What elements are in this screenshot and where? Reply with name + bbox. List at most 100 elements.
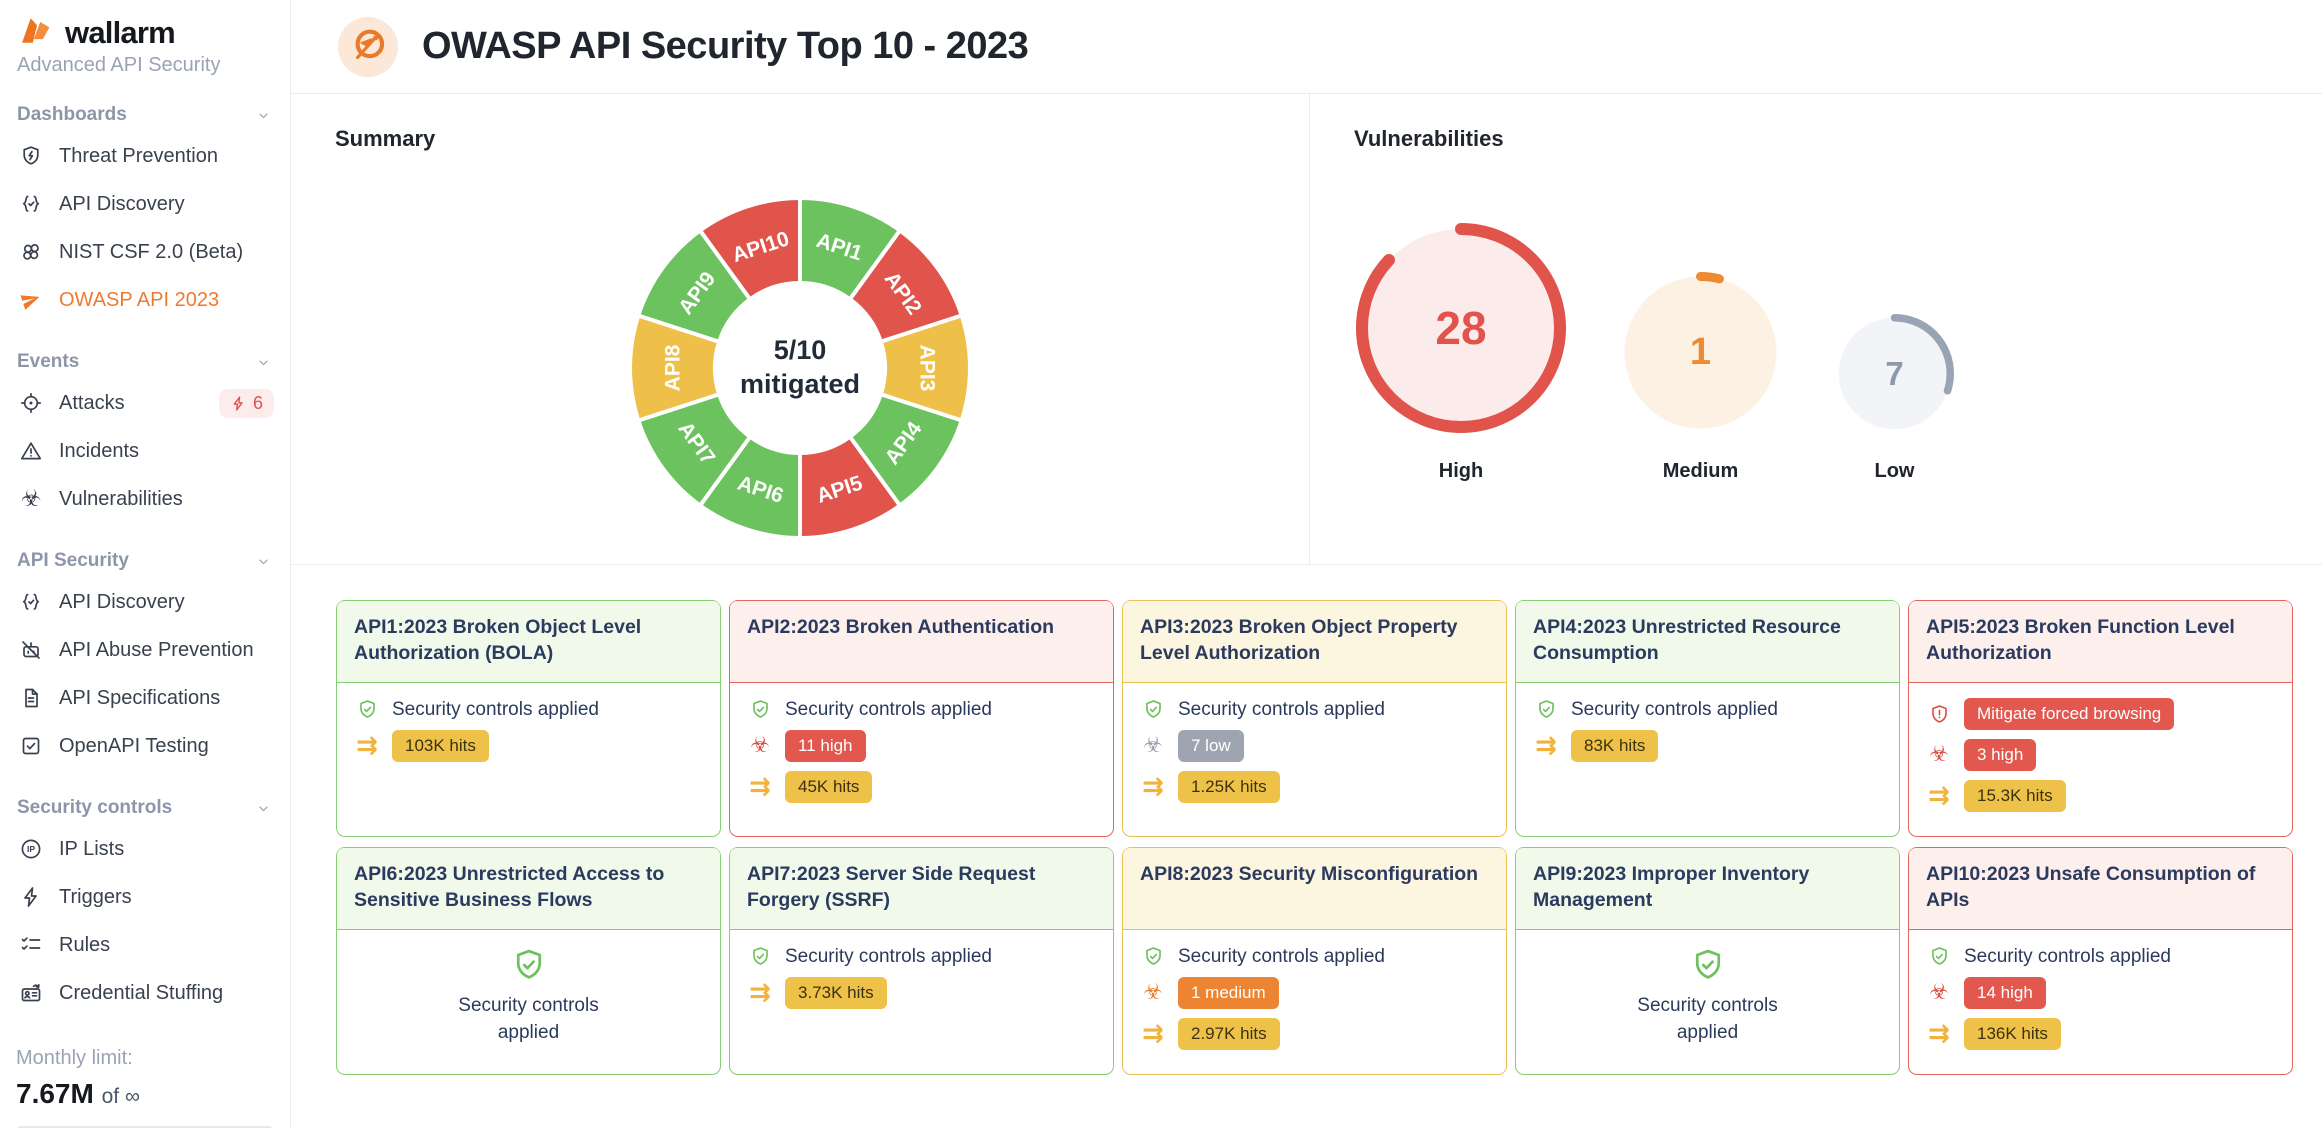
sidebar-item-attacks[interactable]: Attacks 6 — [16, 379, 276, 427]
red-badge[interactable]: Mitigate forced browsing — [1964, 698, 2175, 730]
yellow-badge[interactable]: 136K hits — [1964, 1018, 2061, 1050]
card-api5[interactable]: API5:2023 Broken Function Level Authoriz… — [1908, 600, 2293, 837]
yellow-badge[interactable]: 2.97K hits — [1178, 1018, 1280, 1050]
sidebar-item-label: Vulnerabilities — [59, 487, 183, 510]
card-api6[interactable]: API6:2023 Unrestricted Access to Sensiti… — [336, 847, 721, 1075]
donut-segment-api10[interactable] — [698, 196, 802, 302]
metric-row: ☣ 11 high — [747, 730, 1096, 762]
sidebar-item-vulnerabilities[interactable]: ☣ Vulnerabilities — [16, 475, 276, 523]
brand-logo[interactable]: wallarm — [16, 14, 276, 51]
card-body: Security controls applied ☣ 7 low ⇉ 1.25… — [1123, 683, 1506, 836]
section-label: Dashboards — [17, 104, 127, 125]
sidebar-item-api-specifications[interactable]: API Specifications — [16, 674, 276, 722]
card-title: API1:2023 Broken Object Level Authorizat… — [354, 616, 642, 665]
brand-subtitle: Advanced API Security — [17, 54, 221, 76]
metric-row: ⇉ 136K hits — [1926, 1018, 2275, 1050]
card-title: API10:2023 Unsafe Consumption of APIs — [1926, 863, 2256, 912]
card-body: Security controls applied ☣ 11 high ⇉ 45… — [730, 683, 1113, 836]
summary-title: Summary — [335, 126, 436, 151]
sidebar-item-credential-stuffing[interactable]: Credential Stuffing — [16, 969, 276, 1017]
status-text: Security controls applied — [392, 698, 599, 720]
yellow-badge[interactable]: 103K hits — [392, 730, 489, 762]
sidebar-item-api-abuse-prevention[interactable]: API Abuse Prevention — [16, 626, 276, 674]
sidebar: wallarm Advanced API Security Dashboards… — [0, 0, 291, 1128]
sidebar-item-triggers[interactable]: Triggers — [16, 873, 276, 921]
card-header: API7:2023 Server Side Request Forgery (S… — [730, 848, 1113, 930]
section-header-api-security[interactable]: API Security — [17, 550, 272, 572]
card-api4[interactable]: API4:2023 Unrestricted Resource Consumpt… — [1515, 600, 1900, 837]
gauge-high: 28 High — [1355, 222, 1567, 483]
sidebar-item-ip-lists[interactable]: IP IP Lists — [16, 825, 276, 873]
braces-check-icon — [18, 590, 44, 614]
donut-segment-label: API3 — [916, 345, 939, 392]
biohazard-icon: ☣ — [1929, 742, 1949, 767]
metric-row: ⇉ 2.97K hits — [1140, 1018, 1489, 1050]
shield-check-icon — [510, 946, 548, 984]
sidebar-item-nist-csf-2-0-beta[interactable]: NIST CSF 2.0 (Beta) — [16, 228, 276, 276]
card-title: API9:2023 Improper Inventory Management — [1533, 863, 1810, 912]
donut-segment-label: API8 — [662, 344, 685, 391]
section-label: Security controls — [17, 797, 173, 818]
card-api3[interactable]: API3:2023 Broken Object Property Level A… — [1122, 600, 1507, 837]
gauge-label-medium: Medium — [1662, 460, 1739, 482]
arrows-icon: ⇉ — [1928, 1019, 1950, 1049]
owasp-cards-grid: API1:2023 Broken Object Level Authorizat… — [336, 600, 2293, 1075]
sidebar-item-owasp-api-2023[interactable]: OWASP API 2023 — [16, 276, 276, 324]
card-api9[interactable]: API9:2023 Improper Inventory Management … — [1515, 847, 1900, 1075]
yellow-badge[interactable]: 1.25K hits — [1178, 771, 1280, 803]
arrows-icon: ⇉ — [1142, 1019, 1164, 1049]
status-text: Security controls applied — [785, 698, 992, 720]
section-header-security-controls[interactable]: Security controls — [17, 797, 272, 819]
status-text: Security controls applied — [1571, 698, 1778, 720]
red-badge[interactable]: 14 high — [1964, 977, 2046, 1009]
orange-badge[interactable]: 1 medium — [1178, 977, 1279, 1009]
chevron-down-icon — [255, 107, 272, 124]
status-text: Security controls applied — [785, 945, 992, 967]
svg-text:IP: IP — [27, 844, 35, 854]
biohazard-icon: ☣ — [20, 485, 42, 512]
red-badge[interactable]: 3 high — [1964, 739, 2037, 771]
metric-row: ☣ 1 medium — [1140, 977, 1489, 1009]
card-api8[interactable]: API8:2023 Security Misconfiguration Secu… — [1122, 847, 1507, 1075]
status-text: Security controls applied — [1964, 945, 2171, 967]
card-body: Security controls applied ⇉ 3.73K hits — [730, 930, 1113, 1074]
monthly-limit-value: 7.67M of ∞ — [16, 1078, 276, 1110]
sidebar-item-openapi-testing[interactable]: OpenAPI Testing — [16, 722, 276, 770]
card-title: API7:2023 Server Side Request Forgery (S… — [747, 863, 1036, 912]
section-header-dashboards[interactable]: Dashboards — [17, 104, 272, 126]
status-row: Security controls applied — [1926, 945, 2275, 968]
sidebar-item-rules[interactable]: Rules — [16, 921, 276, 969]
card-api1[interactable]: API1:2023 Broken Object Level Authorizat… — [336, 600, 721, 837]
gauge-medium: 1 Medium — [1619, 271, 1782, 483]
sidebar-item-label: Credential Stuffing — [59, 981, 224, 1004]
sidebar-item-api-discovery[interactable]: API Discovery — [16, 578, 276, 626]
card-api7[interactable]: API7:2023 Server Side Request Forgery (S… — [729, 847, 1114, 1075]
shield-check-icon — [354, 698, 380, 721]
yellow-badge[interactable]: 3.73K hits — [785, 977, 887, 1009]
yellow-badge[interactable]: 45K hits — [785, 771, 873, 803]
card-api10[interactable]: API10:2023 Unsafe Consumption of APIs Se… — [1908, 847, 2293, 1075]
metric-row: ☣ 3 high — [1926, 739, 2275, 771]
card-api2[interactable]: API2:2023 Broken Authentication Security… — [729, 600, 1114, 837]
sidebar-item-api-discovery[interactable]: API Discovery — [16, 180, 276, 228]
red-badge[interactable]: 11 high — [785, 730, 866, 762]
sidebar-item-label: OWASP API 2023 — [59, 288, 220, 311]
sidebar-item-label: Triggers — [59, 885, 132, 908]
sidebar-item-incidents[interactable]: Incidents — [16, 427, 276, 475]
gray-badge[interactable]: 7 low — [1178, 730, 1244, 762]
section-label: Events — [17, 351, 80, 372]
yellow-badge[interactable]: 83K hits — [1571, 730, 1659, 762]
mitigation-donut-chart: API1 API2 API3 API4 API5 API6 API7 API8 API9 API1… — [622, 190, 978, 546]
sidebar-item-label: API Discovery — [59, 590, 185, 613]
arrows-icon: ⇉ — [1142, 772, 1164, 802]
sidebar-item-label: API Discovery — [59, 192, 185, 215]
sidebar-item-label: OpenAPI Testing — [59, 734, 209, 757]
attacks-count: 6 — [252, 392, 263, 413]
sidebar-item-label: API Abuse Prevention — [59, 638, 254, 661]
metric-row: ☣ 7 low — [1140, 730, 1489, 762]
page-header: OWASP API Security Top 10 - 2023 — [291, 0, 2322, 94]
sidebar-item-threat-prevention[interactable]: Threat Prevention — [16, 132, 276, 180]
card-header: API3:2023 Broken Object Property Level A… — [1123, 601, 1506, 683]
section-header-events[interactable]: Events — [17, 351, 272, 373]
yellow-badge[interactable]: 15.3K hits — [1964, 780, 2066, 812]
